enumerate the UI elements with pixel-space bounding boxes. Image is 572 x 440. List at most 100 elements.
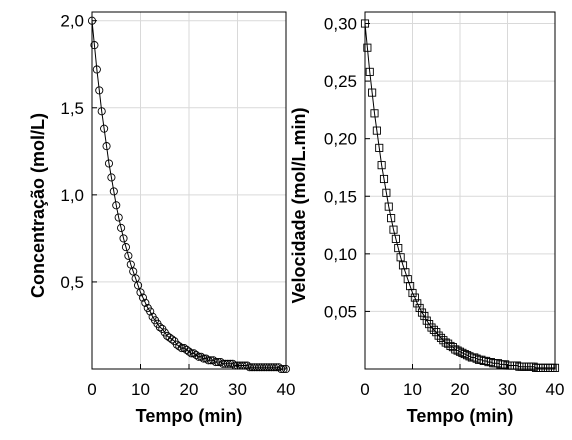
data-point-circle xyxy=(167,335,177,344)
velocity-y-axis-label: Velocidade (mol/L.min) xyxy=(289,107,309,303)
concentration-y-tick-label: 1,5 xyxy=(60,99,84,118)
velocity-x-tick-label: 10 xyxy=(403,380,422,399)
data-point-square xyxy=(391,234,400,243)
data-point-circle xyxy=(226,359,235,368)
data-point-square xyxy=(370,109,379,118)
data-point-circle xyxy=(112,201,121,210)
data-point-circle xyxy=(117,223,126,232)
data-point-circle xyxy=(119,234,128,243)
data-point-circle xyxy=(199,354,208,363)
data-point-circle xyxy=(214,357,223,367)
velocity-y-tick-label: 0,10 xyxy=(324,245,357,264)
data-point-square xyxy=(382,188,391,197)
data-point-square xyxy=(387,214,396,223)
data-point-circle xyxy=(192,351,201,360)
velocity-x-tick-label: 20 xyxy=(451,380,470,399)
data-point-square xyxy=(396,253,405,262)
data-point-circle xyxy=(109,187,118,196)
data-point-circle xyxy=(100,124,109,133)
data-point-square xyxy=(394,244,403,253)
concentration-x-tick-label: 40 xyxy=(277,380,296,399)
data-point-circle xyxy=(131,274,140,283)
velocity-x-tick-labels: 0 10 20 30 40 xyxy=(360,364,564,399)
data-point-square xyxy=(375,143,384,152)
data-point-circle xyxy=(223,359,232,368)
data-point-square xyxy=(429,325,438,334)
data-point-circle xyxy=(204,356,213,365)
data-point-circle xyxy=(201,354,211,363)
data-point-circle xyxy=(92,65,101,74)
velocity-y-tick-label: 0,30 xyxy=(324,15,357,34)
data-point-square xyxy=(384,202,393,211)
data-point-circle xyxy=(177,344,186,353)
velocity-grid xyxy=(365,12,555,369)
data-point-circle xyxy=(114,213,123,222)
data-point-square xyxy=(368,88,377,97)
data-point-square xyxy=(377,161,386,170)
data-point-circle xyxy=(90,41,99,50)
velocity-x-axis-label: Tempo (min) xyxy=(407,406,514,426)
velocity-y-tick-label: 0,20 xyxy=(324,130,357,149)
data-point-circle xyxy=(228,359,237,368)
data-point-circle xyxy=(141,298,150,307)
data-point-circle xyxy=(107,173,116,182)
data-point-square xyxy=(427,323,436,332)
data-point-circle xyxy=(194,352,203,361)
data-point-square xyxy=(413,299,422,308)
data-point-square xyxy=(420,311,429,321)
data-point-circle xyxy=(155,323,164,332)
concentration-chart: 0 10 20 30 40 0,5 1,0 1,5 2,0 Tempo (min) Conce… xyxy=(28,11,296,426)
data-point-circle xyxy=(274,363,283,372)
data-point-square xyxy=(436,333,446,342)
data-point-square xyxy=(379,174,389,184)
data-point-square xyxy=(410,293,419,302)
data-point-circle xyxy=(146,307,155,316)
concentration-x-tick-label: 0 xyxy=(87,380,96,399)
concentration-grid xyxy=(92,12,286,369)
concentration-x-tick-label: 30 xyxy=(228,380,247,399)
data-point-circle xyxy=(126,260,135,269)
data-point-circle xyxy=(216,357,225,367)
data-point-circle xyxy=(102,142,111,151)
concentration-y-tick-label: 1,0 xyxy=(60,186,84,205)
data-point-circle xyxy=(129,267,138,276)
data-point-circle xyxy=(269,363,278,372)
data-point-circle xyxy=(97,107,106,116)
velocity-chart: 0 10 20 30 40 0,05 0,10 0,15 0,20 0,25 0,30 Tempo… xyxy=(289,11,564,426)
data-point-circle xyxy=(175,342,184,351)
data-point-circle xyxy=(104,159,114,168)
data-point-square xyxy=(415,303,424,313)
velocity-y-tick-labels: 0,05 0,10 0,15 0,20 0,25 0,30 xyxy=(324,15,370,321)
data-point-square xyxy=(372,126,381,135)
velocity-x-tick-label: 30 xyxy=(498,380,517,399)
velocity-y-tick-label: 0,15 xyxy=(324,187,357,206)
data-point-circle xyxy=(134,281,143,290)
concentration-y-axis-label: Concentração (mol/L) xyxy=(28,113,48,298)
velocity-markers xyxy=(360,19,560,372)
data-point-circle xyxy=(197,352,206,361)
concentration-x-tick-label: 20 xyxy=(180,380,199,399)
velocity-y-tick-label: 0,25 xyxy=(324,72,357,91)
data-point-circle xyxy=(206,356,215,365)
data-point-square xyxy=(434,331,443,340)
concentration-markers xyxy=(87,16,291,374)
data-point-square xyxy=(363,43,372,52)
data-point-circle xyxy=(138,293,147,302)
data-point-circle xyxy=(184,347,194,356)
data-point-circle xyxy=(209,356,218,365)
data-point-circle xyxy=(211,357,220,367)
data-point-circle xyxy=(95,86,104,95)
data-point-circle xyxy=(272,363,281,372)
concentration-x-axis-label: Tempo (min) xyxy=(136,406,243,426)
concentration-x-tick-label: 10 xyxy=(131,380,150,399)
concentration-y-tick-labels: 0,5 1,0 1,5 2,0 xyxy=(60,12,97,292)
concentration-y-tick-label: 2,0 xyxy=(60,12,84,31)
velocity-y-tick-label: 0,05 xyxy=(324,302,357,321)
data-point-circle xyxy=(136,288,145,297)
data-point-square xyxy=(408,288,417,298)
velocity-x-tick-label: 40 xyxy=(546,380,565,399)
data-point-circle xyxy=(121,243,130,252)
data-point-circle xyxy=(124,251,133,260)
concentration-y-tick-label: 0,5 xyxy=(60,273,84,292)
